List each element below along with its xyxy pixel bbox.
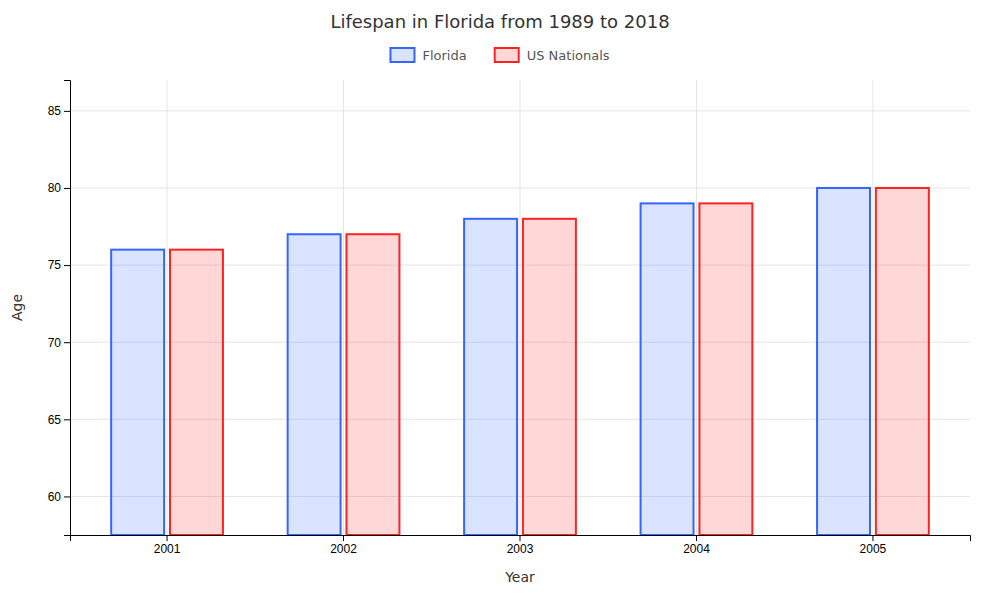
- x-tick-mark: [343, 535, 344, 541]
- x-tick: 2004: [683, 535, 710, 556]
- x-tick-mark: [872, 535, 873, 541]
- x-tick-label: 2002: [330, 542, 357, 556]
- x-tick-label: 2003: [507, 542, 534, 556]
- y-axis-line: [64, 81, 71, 536]
- x-tick-mark: [167, 535, 168, 541]
- y-tick: 75: [48, 258, 70, 272]
- y-tick: 65: [48, 413, 70, 427]
- bar-series: [111, 188, 870, 535]
- x-tick-label: 2004: [683, 542, 710, 556]
- y-tick-mark: [64, 265, 70, 266]
- x-tick-mark: [696, 535, 697, 541]
- x-tick: 2001: [154, 535, 181, 556]
- y-tick-mark: [64, 342, 70, 343]
- bar: [641, 203, 694, 535]
- x-axis: 2001 2002 2003 2004 2005: [71, 535, 971, 556]
- x-tick: 2005: [860, 535, 887, 556]
- y-tick-label: 60: [48, 490, 62, 504]
- x-tick-label: 2001: [154, 542, 181, 556]
- grid-line-x: [696, 80, 697, 535]
- legend-swatch: [390, 48, 414, 62]
- bar: [699, 203, 752, 535]
- y-tick: 60: [48, 490, 70, 504]
- y-tick: 80: [48, 181, 70, 195]
- y-tick: 70: [48, 336, 70, 350]
- bars: [111, 188, 929, 535]
- x-axis-title: Year: [504, 569, 535, 585]
- x-tick-mark: [520, 535, 521, 541]
- bar: [876, 188, 929, 535]
- y-tick-mark: [64, 188, 70, 189]
- grid: [70, 80, 970, 535]
- plot: 2001 2002 2003 2004 2005 60 65 70 75 80 85: [48, 80, 971, 556]
- y-tick-label: 70: [48, 336, 62, 350]
- y-tick-mark: [64, 111, 70, 112]
- legend-swatch: [495, 48, 519, 62]
- legend: Florida US Nationals: [390, 48, 609, 63]
- legend-item: US Nationals: [495, 48, 610, 63]
- y-tick: 85: [48, 104, 70, 118]
- bar: [817, 188, 870, 535]
- grid-line-x: [520, 80, 521, 535]
- x-tick: 2002: [330, 535, 357, 556]
- grid-line-x: [343, 80, 344, 535]
- bar: [346, 234, 399, 535]
- legend-item: Florida: [390, 48, 466, 63]
- bar: [170, 250, 223, 535]
- y-axis: 60 65 70 75 80 85: [48, 81, 71, 536]
- bar: [111, 250, 164, 535]
- y-tick-label: 85: [48, 104, 62, 118]
- chart: 2001 2002 2003 2004 2005 60 65 70 75 80 85 Lifespan…: [0, 0, 1000, 600]
- y-tick-mark: [64, 496, 70, 497]
- y-axis-title: Age: [9, 294, 25, 321]
- y-tick-label: 65: [48, 413, 62, 427]
- bar: [288, 234, 341, 535]
- bar-series: [170, 188, 929, 535]
- x-axis-line: [71, 536, 971, 542]
- legend-label: US Nationals: [527, 48, 610, 63]
- legend-label: Florida: [422, 48, 466, 63]
- x-tick: 2003: [507, 535, 534, 556]
- x-tick-label: 2005: [860, 542, 887, 556]
- y-tick-mark: [64, 419, 70, 420]
- title: Lifespan in Florida from 1989 to 2018: [330, 11, 669, 32]
- y-tick-label: 75: [48, 258, 62, 272]
- y-tick-label: 80: [48, 181, 62, 195]
- bar: [523, 219, 576, 535]
- grid-line-x: [167, 80, 168, 535]
- bar: [464, 219, 517, 535]
- grid-line-x: [872, 80, 873, 535]
